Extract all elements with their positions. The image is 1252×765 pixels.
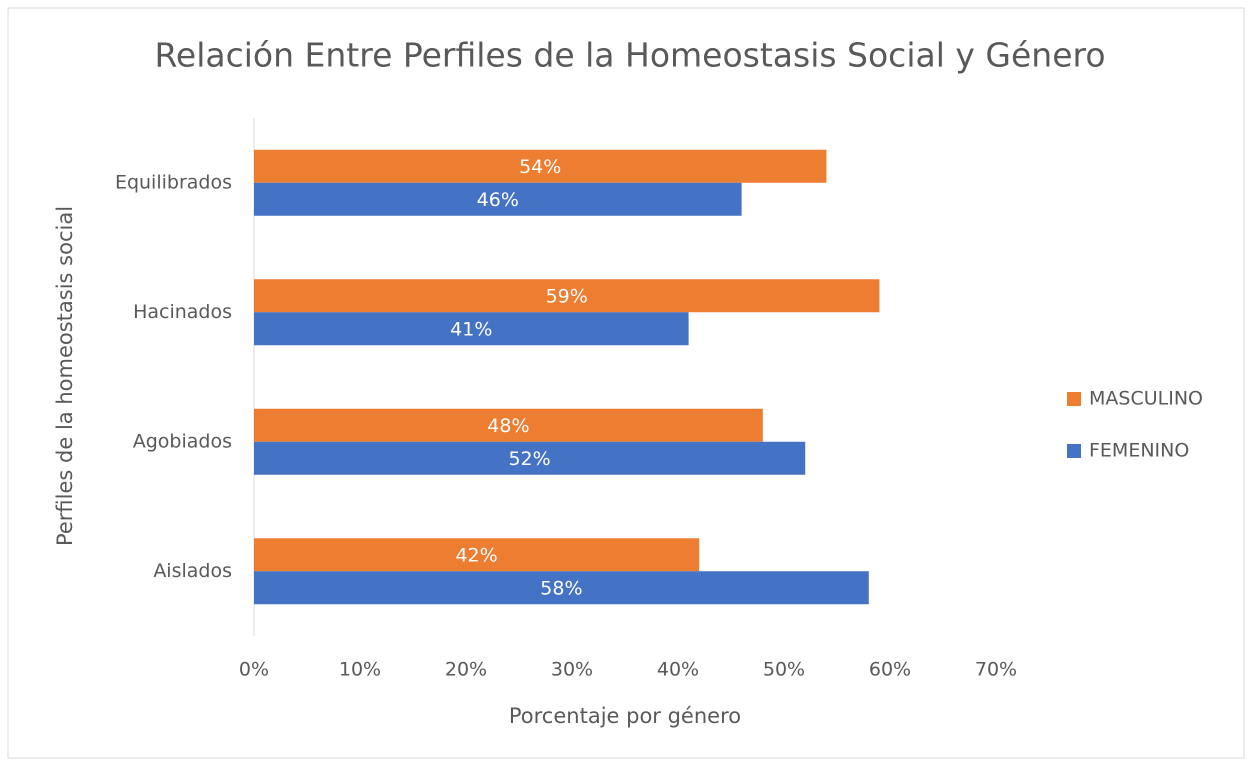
y-tick-label: Hacinados <box>133 301 232 323</box>
bar <box>254 149 827 183</box>
bar <box>254 279 880 313</box>
legend-label: MASCULINO <box>1089 388 1203 410</box>
data-label: 41% <box>450 318 492 340</box>
y-tick-label: Aislados <box>153 560 232 582</box>
data-label: 59% <box>546 285 588 307</box>
x-tick-label: 20% <box>445 659 487 681</box>
data-label: 46% <box>477 189 519 211</box>
chart-title: Relación Entre Perfiles de la Homeostasi… <box>154 36 1105 75</box>
x-tick-label: 0% <box>239 659 269 681</box>
x-tick-label: 50% <box>763 659 805 681</box>
x-axis-label: Porcentaje por género <box>509 704 741 728</box>
x-tick-label: 10% <box>339 659 381 681</box>
bar <box>254 312 689 346</box>
bar <box>254 538 700 572</box>
y-tick-label: Agobiados <box>133 430 232 452</box>
legend-swatch <box>1067 392 1081 406</box>
legend-swatch <box>1067 444 1081 458</box>
y-axis-label: Perfiles de la homeostasis social <box>53 206 77 546</box>
bar <box>254 408 763 442</box>
data-label: 42% <box>455 544 497 566</box>
y-tick-label: Equilibrados <box>115 171 232 193</box>
bar <box>254 571 869 605</box>
data-label: 58% <box>540 577 582 599</box>
legend-label: FEMENINO <box>1089 440 1189 462</box>
bar <box>254 182 742 216</box>
data-label: 52% <box>508 448 550 470</box>
bar <box>254 441 806 475</box>
data-label: 54% <box>519 156 561 178</box>
x-tick-label: 70% <box>975 659 1017 681</box>
chart-frame <box>7 7 1245 759</box>
x-tick-label: 30% <box>551 659 593 681</box>
x-tick-label: 40% <box>657 659 699 681</box>
data-label: 48% <box>487 415 529 437</box>
x-tick-label: 60% <box>869 659 911 681</box>
